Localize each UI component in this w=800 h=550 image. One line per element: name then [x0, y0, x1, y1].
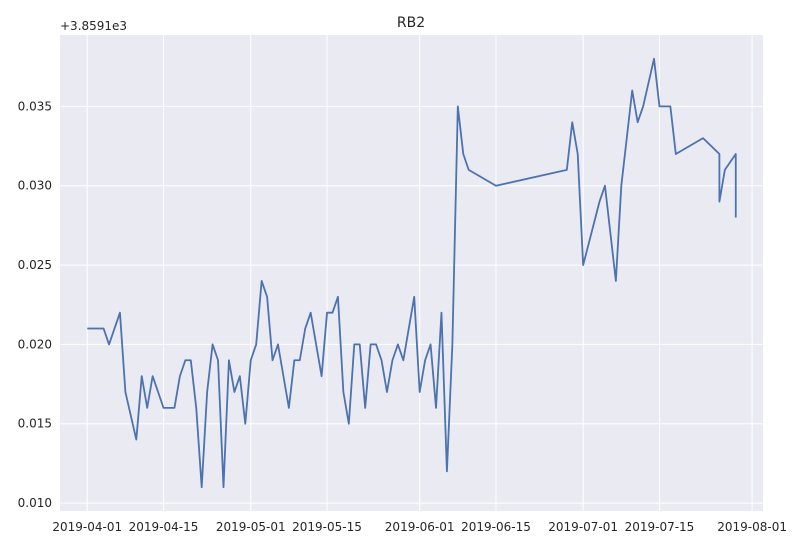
x-tick-label: 2019-04-01 [52, 520, 122, 534]
x-tick-label: 2019-07-15 [625, 520, 695, 534]
y-tick-label: 0.025 [18, 258, 52, 272]
x-tick-label: 2019-06-01 [385, 520, 455, 534]
y-tick-labels: 0.010 0.015 0.020 0.025 0.030 0.035 [18, 99, 52, 510]
y-tick-label: 0.035 [18, 99, 52, 113]
x-tick-label: 2019-08-01 [717, 520, 787, 534]
y-tick-label: 0.030 [18, 179, 52, 193]
x-tick-label: 2019-05-01 [216, 520, 286, 534]
chart-title: RB2 [397, 15, 425, 31]
y-tick-label: 0.020 [18, 337, 52, 351]
y-gridlines [60, 105, 763, 504]
plot-area [60, 35, 763, 511]
x-tick-label: 2019-04-15 [129, 520, 199, 534]
y-tick-label: 0.010 [18, 496, 52, 510]
x-tick-label: 2019-05-15 [292, 520, 362, 534]
series-line [87, 57, 737, 489]
x-tick-labels: 2019-04-01 2019-04-15 2019-05-01 2019-05-15… [52, 520, 787, 534]
x-tick-label: 2019-07-01 [548, 520, 618, 534]
x-gridlines [86, 35, 753, 511]
y-offset-label: +3.8591e3 [60, 19, 127, 33]
x-tick-label: 2019-06-15 [461, 520, 531, 534]
y-tick-label: 0.015 [18, 417, 52, 431]
